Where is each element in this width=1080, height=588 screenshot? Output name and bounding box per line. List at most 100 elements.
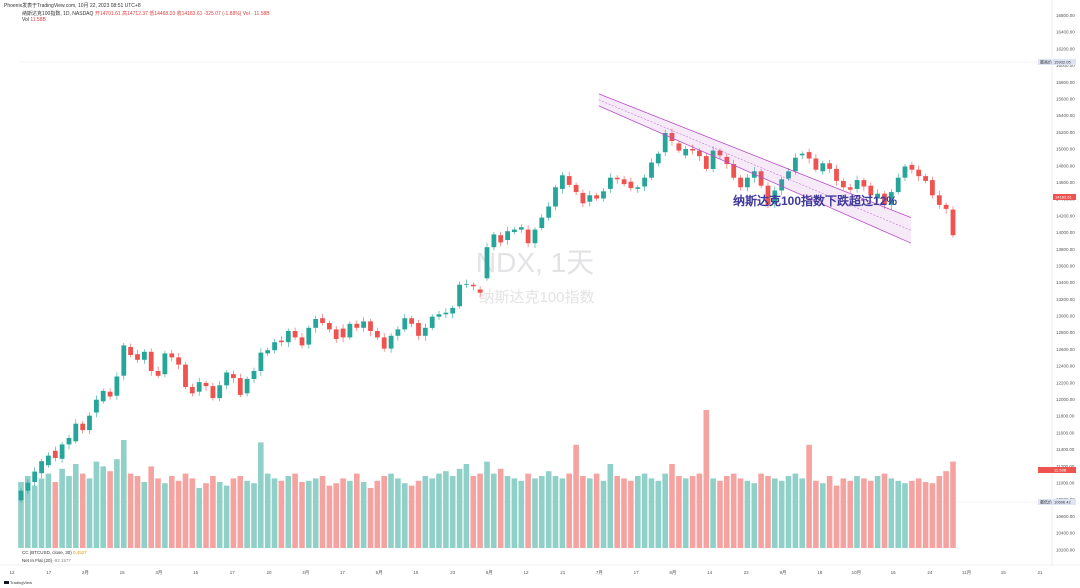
volume-bar-135	[943, 471, 949, 548]
candle-body-29	[217, 385, 223, 399]
candle-body-82	[580, 192, 586, 204]
candle-body-57	[409, 318, 414, 324]
volume-bar-34	[251, 483, 257, 548]
volume-bar-65	[463, 464, 470, 548]
time-axis[interactable]: 12 17 2月 15 3月 15 17 20 4月 17 5月 15 23 6月 12 21 7月 17 8月 14…	[9, 570, 1043, 576]
indicator-net-flat[interactable]: Net In Flat (20) -92.1577	[22, 558, 71, 563]
candle-body-43	[313, 319, 319, 328]
indicator-cc[interactable]: CC (BTCUSD, close, 30) 0.4527	[22, 550, 87, 555]
candle-body-109	[765, 185, 771, 205]
volume-bar-92	[648, 478, 655, 548]
close-value: 收14183.61	[176, 11, 203, 17]
candle-body-90	[635, 187, 641, 189]
candle-body-42	[306, 327, 312, 345]
channel-mid-line	[598, 99, 912, 231]
volume-bar-77	[545, 471, 552, 548]
volume-bar-49	[354, 473, 360, 548]
volume-bar-136	[950, 461, 956, 548]
volume-info-line[interactable]: Vol 11.58B	[22, 17, 46, 23]
volume-bar-50	[360, 482, 367, 548]
candle-body-122	[854, 180, 860, 189]
candle-body-118	[827, 163, 832, 169]
volume-bar-101	[710, 478, 716, 548]
volume-bar-102	[717, 480, 723, 548]
volume-bar-25	[189, 478, 196, 548]
volume-bar-44	[319, 476, 326, 548]
volume-bar-38	[278, 480, 285, 548]
symbol-info-line[interactable]: 纳斯达克100指数, 1D, NASDAQ 开14701.61 高14712.3…	[22, 10, 270, 17]
candle-body-18	[142, 351, 147, 360]
volume-bar-72	[511, 478, 518, 548]
channel-upper-line[interactable]	[598, 93, 912, 219]
volume-bar-12	[100, 466, 106, 548]
candle-body-69	[491, 234, 497, 248]
price-axis[interactable]: 16800.00 16400.00 16200.00 16000.00 15800.00…	[1056, 13, 1075, 552]
candle-body-10	[87, 415, 92, 431]
volume-bar-66	[470, 476, 477, 548]
price-axis-label-12: 14200.00	[1056, 213, 1075, 218]
publisher-line: Phoenix发表于TradingView.com, 10月 22, 2023 …	[4, 3, 141, 9]
time-axis-label-21: 9月	[779, 570, 786, 576]
candle-body-86	[608, 177, 613, 189]
candle-body-83	[587, 195, 593, 202]
candle-body-61	[436, 314, 442, 317]
candle-body-54	[388, 335, 394, 349]
high-price-tag-label: 最高价	[1040, 59, 1052, 65]
volume-bar-110	[772, 478, 778, 548]
candle-body-51	[368, 321, 373, 331]
volume-bar-9	[79, 473, 86, 548]
candles	[18, 128, 956, 503]
candle-body-19	[148, 351, 154, 371]
price-axis-label-27: 11200.00	[1056, 464, 1075, 469]
price-axis-label-7: 15200.00	[1056, 130, 1075, 135]
volume-bar-6	[59, 468, 65, 548]
price-axis-label-18: 13000.00	[1056, 314, 1075, 319]
price-axis-label-32: 10200.00	[1056, 547, 1075, 552]
candle-body-112	[786, 171, 791, 179]
candle-body-74	[525, 229, 531, 244]
volume-bar-67	[477, 473, 483, 548]
volume-bar-133	[929, 483, 936, 548]
volume-bar-87	[614, 476, 620, 548]
down-channel[interactable]	[598, 93, 912, 244]
candle-body-73	[518, 227, 524, 230]
time-axis-label-1: 17	[46, 570, 52, 575]
time-axis-label-10: 5月	[376, 570, 383, 576]
candle-body-126	[882, 193, 887, 205]
candle-body-17	[135, 354, 140, 360]
time-axis-label-9: 17	[340, 570, 346, 575]
candle-body-59	[422, 327, 428, 336]
volume-bar-81	[573, 444, 579, 548]
channel-lower-line[interactable]	[598, 105, 912, 244]
price-axis-label-26: 11400.00	[1056, 447, 1075, 452]
candle-body-49	[354, 323, 360, 328]
volume-bar-35	[258, 442, 264, 548]
volume-bar-18	[141, 482, 148, 548]
volume-bar-27	[203, 483, 209, 548]
price-axis-label-0: 16800.00	[1056, 13, 1075, 18]
candle-body-114	[799, 153, 805, 156]
candle-body-113	[793, 157, 798, 172]
candle-body-105	[738, 177, 743, 188]
tradingview-logo[interactable]: TradingView	[4, 580, 32, 585]
candle-body-36	[265, 350, 271, 354]
price-axis-label-5: 15600.00	[1056, 97, 1075, 102]
volume-bar-17	[134, 476, 141, 548]
volume-bar-31	[230, 478, 237, 548]
candle-body-3	[39, 461, 44, 474]
candle-body-0	[18, 490, 24, 501]
candle-body-136	[950, 209, 956, 236]
candle-body-8	[73, 423, 79, 442]
volume-bar-99	[696, 473, 703, 548]
volume-bar-46	[333, 483, 339, 548]
volume-bar-20	[155, 478, 161, 548]
candle-body-85	[601, 191, 606, 199]
candle-body-44	[320, 318, 325, 323]
volume-bar-1	[25, 476, 31, 548]
price-axis-label-1: 16400.00	[1056, 30, 1075, 35]
candle-body-25	[189, 386, 195, 394]
candle-body-93	[655, 153, 661, 164]
volume-bar-36	[264, 473, 271, 548]
time-axis-label-22: 18	[817, 570, 823, 575]
